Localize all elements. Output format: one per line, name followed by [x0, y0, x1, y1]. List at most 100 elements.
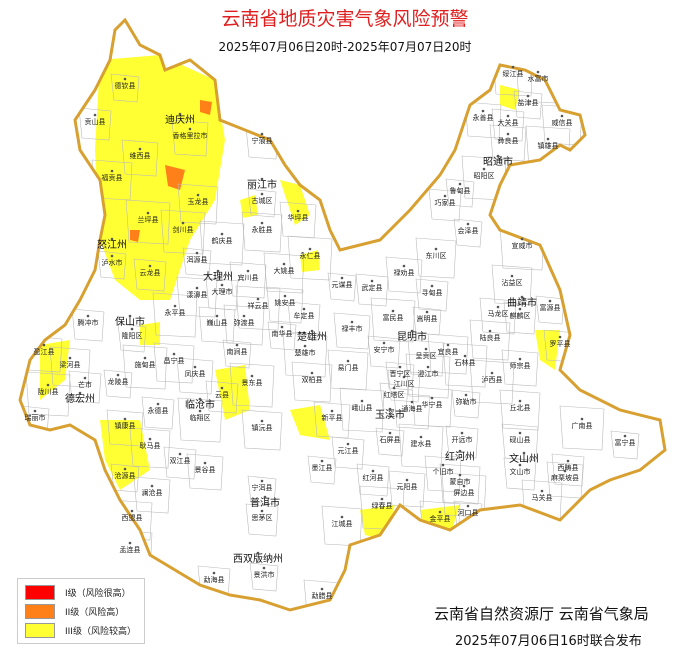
seat-marker — [563, 469, 567, 473]
county-label: 祥云县 — [248, 301, 269, 310]
seat-marker — [426, 365, 430, 369]
county-label: 景洪市 — [254, 570, 275, 579]
county-label: 华坪县 — [288, 213, 309, 222]
county-label: 西畴县 — [558, 463, 579, 472]
seat-marker — [520, 237, 524, 241]
seat-marker — [308, 247, 312, 251]
seat-marker — [130, 509, 134, 513]
seat-marker — [466, 504, 470, 508]
seat-marker — [391, 309, 395, 313]
county-label: 石林县 — [455, 358, 476, 367]
seat-marker — [430, 284, 434, 288]
prefecture-label: 曲靖市 — [507, 296, 537, 309]
legend-swatch — [25, 584, 55, 600]
seat-marker — [235, 343, 239, 347]
risk-area-level3 — [535, 330, 560, 370]
seat-marker — [518, 399, 522, 403]
county-label: 勐腊县 — [312, 591, 333, 600]
seat-marker — [340, 515, 344, 519]
county-label: 弥勒市 — [456, 397, 477, 406]
seat-marker — [260, 419, 264, 423]
county-label: 麻栗坡县 — [551, 473, 579, 482]
prefecture-label: 临沧市 — [185, 398, 215, 411]
county-label: 富民县 — [383, 313, 404, 322]
county-label: 个旧市 — [433, 467, 454, 476]
seat-marker — [33, 409, 37, 413]
seat-marker — [320, 587, 324, 591]
county-label: 师宗县 — [510, 361, 531, 370]
county-label: 易门县 — [338, 363, 359, 372]
seat-marker — [380, 497, 384, 501]
county-label: 禄劝县 — [394, 268, 415, 277]
seat-marker — [181, 221, 185, 225]
seat-marker — [441, 463, 445, 467]
seat-marker — [250, 374, 254, 378]
county-label: 华宁县 — [422, 400, 443, 409]
county-label: 富源县 — [540, 303, 561, 312]
risk-area-level3 — [280, 180, 310, 225]
seat-marker — [388, 407, 392, 411]
prefecture-label: 昭通市 — [483, 155, 513, 168]
seat-marker — [216, 269, 220, 273]
seat-marker — [488, 329, 492, 333]
legend-item-level3: III级（风险较高） — [25, 622, 136, 638]
county-label: 德钦县 — [115, 81, 136, 90]
seat-marker — [340, 276, 344, 280]
county-label: 耿马县 — [140, 441, 161, 450]
county-label: 巧家县 — [435, 198, 456, 207]
seat-marker — [522, 451, 526, 455]
seat-marker — [482, 167, 486, 171]
issue-time: 2025年07月06日16时联合发布 — [455, 634, 642, 649]
county-label: 蒙自市 — [450, 477, 471, 486]
seat-marker — [263, 495, 267, 499]
county-label: 屏边县 — [454, 488, 475, 497]
prefecture-label: 保山市 — [115, 315, 145, 328]
prefecture-label: 西双版纳州 — [233, 552, 283, 565]
county-label: 绿春县 — [372, 501, 393, 510]
seat-marker — [466, 222, 470, 226]
issuer: 云南省自然资源厅 云南省气象局 — [434, 605, 649, 623]
seat-marker — [123, 77, 127, 81]
county-label: 宾川县 — [238, 273, 259, 282]
seat-marker — [623, 434, 627, 438]
county-label: 永德县 — [148, 406, 169, 415]
prefecture-label: 红河州 — [445, 450, 475, 463]
county-label: 江川区 — [394, 380, 415, 388]
county-label: 剑川县 — [173, 225, 194, 234]
county-label: 临翔区 — [190, 413, 211, 422]
seat-marker — [303, 344, 307, 348]
seat-marker — [566, 459, 570, 463]
seat-marker — [360, 399, 364, 403]
seat-marker — [198, 397, 202, 401]
legend-label: I级（风险很高） — [65, 588, 131, 599]
county-label: 元谋县 — [332, 280, 353, 289]
seat-marker — [128, 541, 132, 545]
seat-marker — [42, 343, 46, 347]
province-border — [18, 17, 667, 612]
seat-marker — [198, 409, 202, 413]
legend: I级（风险很高） II级（风险高） III级（风险较高） — [17, 578, 145, 644]
county-label: 楚雄市 — [295, 348, 316, 357]
seat-marker — [156, 402, 160, 406]
seat-marker — [320, 459, 324, 463]
county-label: 广南县 — [572, 421, 593, 430]
seat-marker — [260, 132, 264, 136]
seat-marker — [398, 365, 402, 369]
county-label: 永善县 — [473, 113, 494, 122]
county-label: 河口县 — [458, 509, 479, 517]
seat-marker — [371, 469, 375, 473]
seat-marker — [173, 304, 177, 308]
county-label: 澜沧县 — [142, 488, 163, 497]
seat-marker — [302, 307, 306, 311]
seat-marker — [520, 295, 524, 299]
county-label: 云龙县 — [140, 268, 161, 277]
county-label: 通海县 — [402, 404, 423, 413]
seat-marker — [350, 320, 354, 324]
county-label: 陆良县 — [480, 333, 501, 342]
seat-marker — [215, 314, 219, 318]
county-label: 隆阳区 — [122, 331, 143, 340]
seat-marker — [203, 461, 207, 465]
seat-marker — [283, 294, 287, 298]
county-label: 景东县 — [242, 378, 263, 387]
county-label: 呈贡区 — [416, 352, 437, 360]
